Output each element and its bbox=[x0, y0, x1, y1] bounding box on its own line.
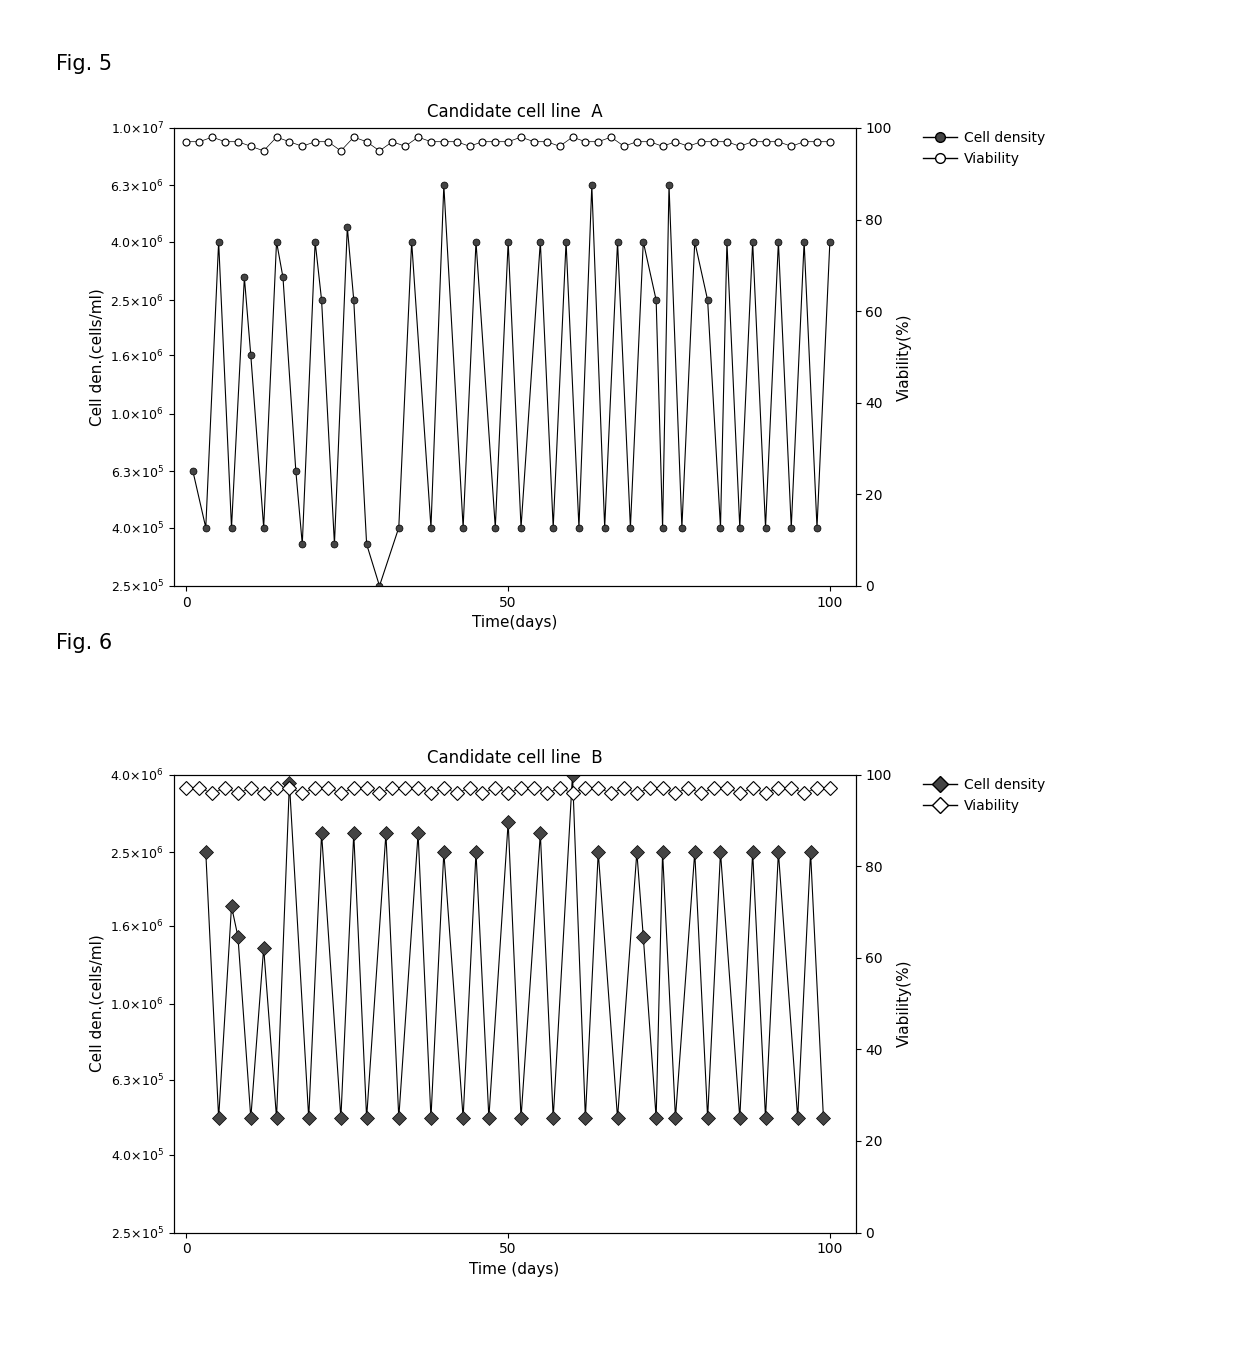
Legend: Cell density, Viability: Cell density, Viability bbox=[918, 125, 1052, 172]
X-axis label: Time(days): Time(days) bbox=[472, 616, 557, 630]
Text: Fig. 5: Fig. 5 bbox=[56, 54, 112, 74]
X-axis label: Time (days): Time (days) bbox=[470, 1262, 559, 1277]
Y-axis label: Cell den.(cells/ml): Cell den.(cells/ml) bbox=[91, 935, 105, 1072]
Y-axis label: Viability(%): Viability(%) bbox=[898, 314, 913, 400]
Legend: Cell density, Viability: Cell density, Viability bbox=[918, 772, 1052, 819]
Y-axis label: Cell den.(cells/ml): Cell den.(cells/ml) bbox=[91, 288, 105, 426]
Y-axis label: Viability(%): Viability(%) bbox=[898, 960, 913, 1047]
Title: Candidate cell line  A: Candidate cell line A bbox=[427, 102, 603, 121]
Title: Candidate cell line  B: Candidate cell line B bbox=[427, 749, 603, 768]
Text: Fig. 6: Fig. 6 bbox=[56, 633, 112, 653]
